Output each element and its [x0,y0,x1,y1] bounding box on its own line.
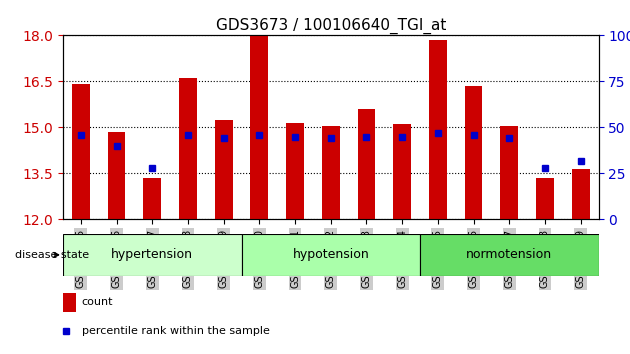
Text: disease state: disease state [15,250,89,260]
Bar [322,126,340,219]
Bar [72,85,90,219]
Title: GDS3673 / 100106640_TGI_at: GDS3673 / 100106640_TGI_at [215,18,446,34]
Bar [536,178,554,219]
Text: count: count [82,297,113,307]
Bar [215,120,232,219]
FancyBboxPatch shape [63,234,241,276]
Bar [393,124,411,219]
Text: hypotension: hypotension [292,249,369,261]
Bar [179,78,197,219]
FancyBboxPatch shape [241,234,420,276]
Bar [251,35,268,219]
Text: normotension: normotension [466,249,553,261]
Bar [108,132,125,219]
Bar [500,126,518,219]
Bar [286,123,304,219]
Bar [465,86,483,219]
Text: percentile rank within the sample: percentile rank within the sample [82,326,270,336]
Bar [143,178,161,219]
FancyBboxPatch shape [420,234,598,276]
Text: hypertension: hypertension [112,249,193,261]
Bar [63,293,76,312]
Bar [572,169,590,219]
Bar [358,109,375,219]
Bar [429,40,447,219]
